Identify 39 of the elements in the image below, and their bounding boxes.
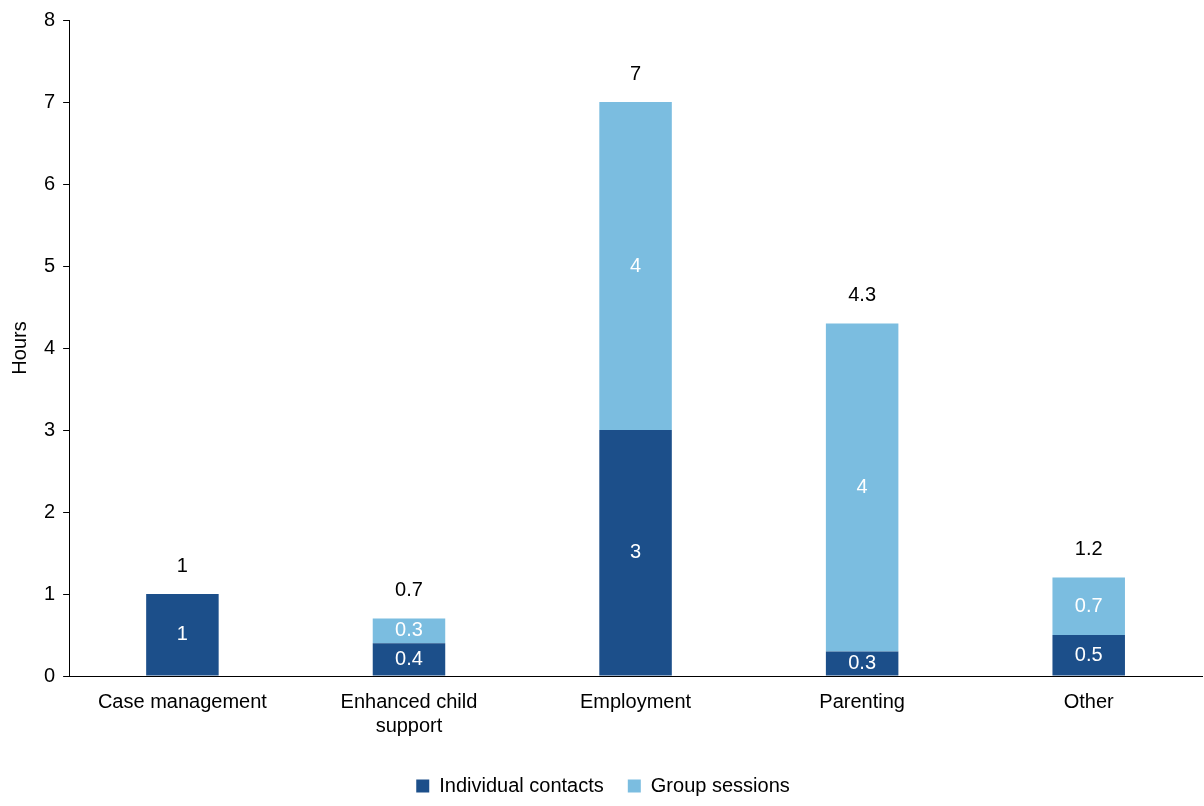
y-axis-title: Hours [7,321,30,375]
data-label: 0.4 [395,646,423,669]
total-label: 7 [630,61,642,84]
legend-label: Individual contacts [439,773,604,796]
bar [1052,635,1125,676]
bar [146,594,219,676]
total-label: 1 [176,553,188,576]
bar [1052,577,1125,635]
data-label: 0.5 [1074,642,1103,665]
y-tick-label: 4 [44,335,56,358]
y-tick-label: 7 [44,89,56,112]
bar [825,323,899,652]
y-tick-label: 3 [44,417,56,440]
x-tick-label: Employment [579,689,692,712]
bar [599,102,672,430]
data-label: 3 [630,540,642,563]
y-tick-label: 6 [44,171,56,194]
y-tick-label: 1 [44,581,56,604]
total-label: 0.7 [395,578,423,601]
total-label: 4.3 [848,282,877,305]
data-label: 4 [630,253,642,276]
data-label: 0.3 [848,650,877,673]
total-label: 1.2 [1074,537,1103,560]
x-tick-label: Other [1063,689,1115,712]
x-tick-label: Parenting [819,689,905,712]
bar [825,651,899,676]
bar [372,643,446,676]
legend-label: Group sessions [650,773,790,796]
data-label: 1 [176,622,188,645]
x-tick-label: Enhanced child support [340,689,478,736]
data-label: 0.3 [395,618,423,641]
y-tick-label: 2 [44,499,56,522]
y-tick-label: 8 [44,7,56,30]
bar [599,430,672,676]
data-label: 4 [856,474,868,497]
data-label: 0.7 [1074,593,1103,616]
x-tick-label: Case management [97,689,268,712]
y-tick-label: 0 [44,663,56,686]
y-tick-label: 5 [44,253,56,276]
